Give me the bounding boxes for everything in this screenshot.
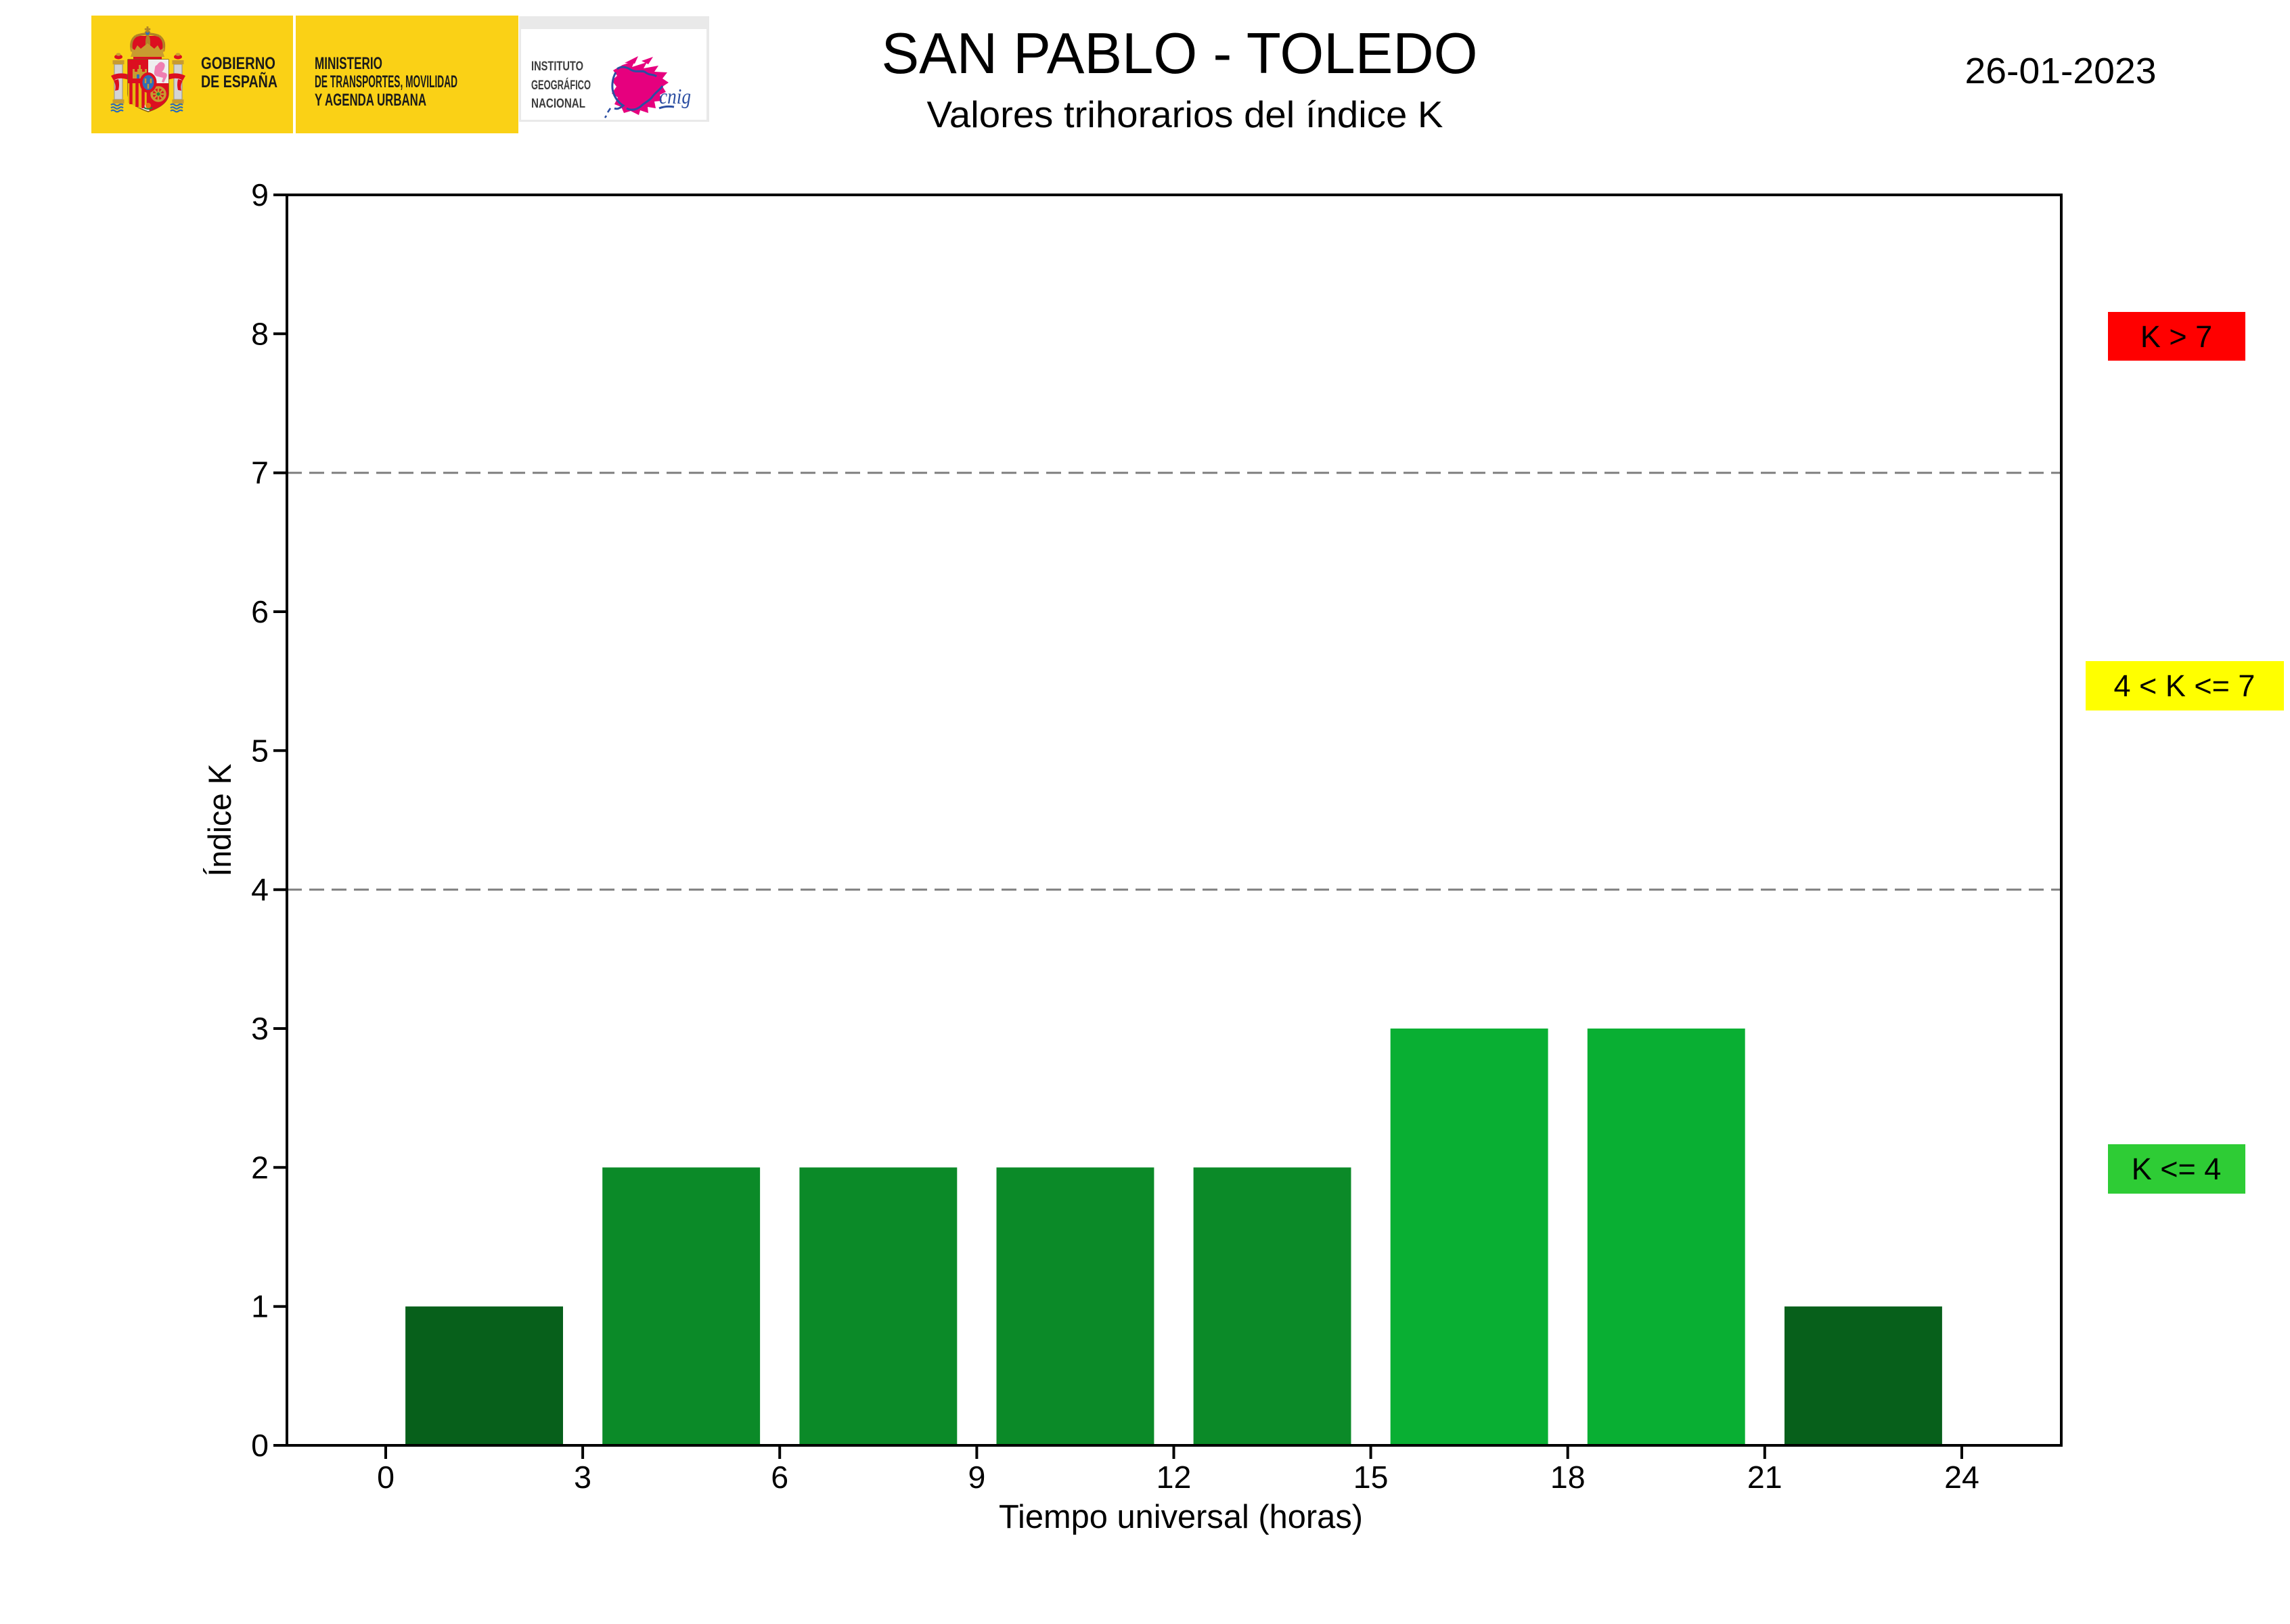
svg-text:0: 0 <box>377 1460 395 1495</box>
svg-text:9: 9 <box>968 1460 985 1495</box>
svg-text:3: 3 <box>574 1460 591 1495</box>
svg-text:4: 4 <box>251 872 269 907</box>
svg-text:GOBIERNO: GOBIERNO <box>201 54 275 73</box>
svg-text:15: 15 <box>1353 1460 1389 1495</box>
svg-text:1: 1 <box>251 1289 269 1324</box>
svg-text:K <= 4: K <= 4 <box>2132 1152 2222 1186</box>
svg-text:9: 9 <box>251 177 269 212</box>
svg-text:4 < K <= 7: 4 < K <= 7 <box>2114 669 2255 703</box>
svg-text:7: 7 <box>251 455 269 491</box>
svg-text:Tiempo universal (horas): Tiempo universal (horas) <box>999 1498 1363 1535</box>
svg-text:GEOGRÁFICO: GEOGRÁFICO <box>531 77 591 93</box>
svg-text:Y AGENDA URBANA: Y AGENDA URBANA <box>315 91 426 110</box>
svg-text:12: 12 <box>1157 1460 1192 1495</box>
svg-text:NACIONAL: NACIONAL <box>531 96 585 111</box>
svg-text:24: 24 <box>1944 1460 1979 1495</box>
svg-text:Valores trihorarios del índice: Valores trihorarios del índice K <box>927 93 1443 135</box>
svg-text:DE TRANSPORTES, MOVILIDAD: DE TRANSPORTES, MOVILIDAD <box>315 72 457 91</box>
svg-text:18: 18 <box>1550 1460 1586 1495</box>
svg-text:8: 8 <box>251 316 269 351</box>
svg-text:Índice K: Índice K <box>202 764 238 877</box>
svg-text:6: 6 <box>771 1460 788 1495</box>
svg-text:6: 6 <box>251 594 269 629</box>
svg-text:MINISTERIO: MINISTERIO <box>315 54 382 73</box>
svg-text:DE ESPAÑA: DE ESPAÑA <box>201 71 277 91</box>
svg-text:5: 5 <box>251 733 269 768</box>
svg-text:0: 0 <box>251 1428 269 1463</box>
svg-text:21: 21 <box>1747 1460 1782 1495</box>
svg-text:cnig: cnig <box>659 84 691 108</box>
svg-text:K > 7: K > 7 <box>2140 319 2212 354</box>
svg-text:INSTITUTO: INSTITUTO <box>531 59 583 74</box>
svg-text:3: 3 <box>251 1011 269 1046</box>
svg-text:2: 2 <box>251 1150 269 1185</box>
svg-text:26-01-2023: 26-01-2023 <box>1965 51 2157 91</box>
svg-text:SAN PABLO - TOLEDO: SAN PABLO - TOLEDO <box>882 22 1478 86</box>
